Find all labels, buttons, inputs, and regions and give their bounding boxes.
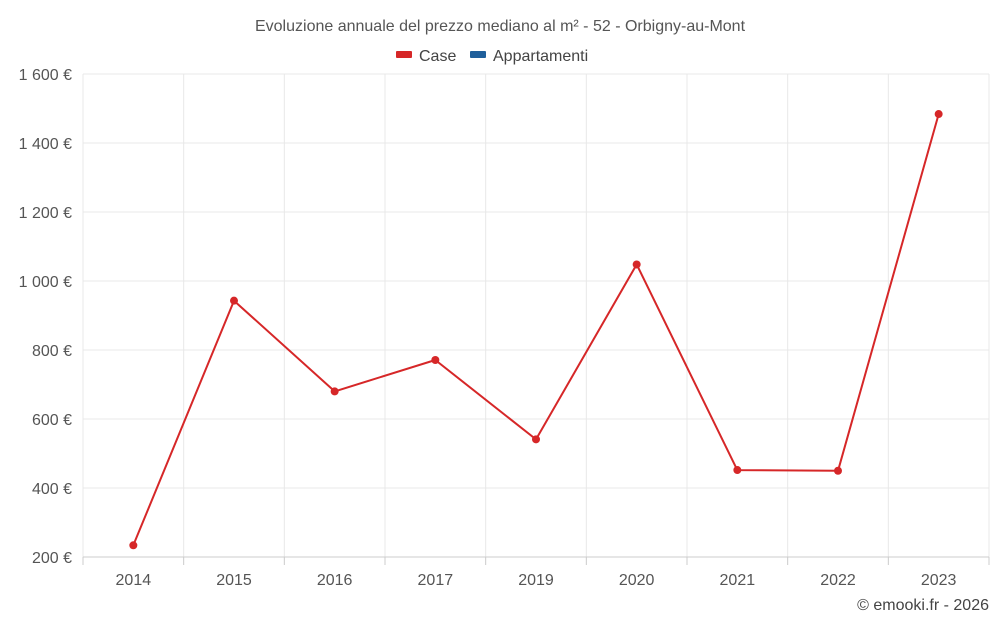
y-tick-label: 1 000 € <box>19 274 72 291</box>
x-tick-label: 2019 <box>518 572 554 589</box>
x-tick-label: 2020 <box>619 572 655 589</box>
y-tick-label: 1 200 € <box>19 205 72 222</box>
data-point-case[interactable] <box>532 435 540 444</box>
x-tick-label: 2015 <box>216 572 252 589</box>
chart-title: Evoluzione annuale del prezzo mediano al… <box>255 18 746 35</box>
y-tick-label: 200 € <box>32 550 72 567</box>
legend-item-appartamenti[interactable]: Appartamenti <box>470 48 588 65</box>
y-tick-label: 600 € <box>32 412 72 429</box>
series-line-case <box>132 113 940 546</box>
legend-swatch-case <box>396 51 412 58</box>
legend-label-appartamenti: Appartamenti <box>493 48 588 65</box>
legend: Case Appartamenti <box>396 48 588 65</box>
data-point-case[interactable] <box>129 541 138 550</box>
data-point-case[interactable] <box>632 260 641 269</box>
x-tick-label: 2023 <box>921 572 957 589</box>
x-tick-label: 2014 <box>116 572 152 589</box>
data-point-case[interactable] <box>934 110 943 119</box>
y-axis: 200 € 400 € 600 € 800 € 1 000 € 1 200 € 1 400 … <box>19 67 72 567</box>
y-tick-label: 400 € <box>32 481 72 498</box>
y-tick-label: 800 € <box>32 343 72 360</box>
data-point-case[interactable] <box>330 387 339 396</box>
data-point-case[interactable] <box>230 296 238 305</box>
x-axis: 2014 2015 2016 2017 2019 2020 2021 2022 2023 <box>82 556 990 589</box>
y-tick-label: 1 600 € <box>19 67 72 84</box>
x-tick-label: 2022 <box>820 572 856 589</box>
x-tick-label: 2021 <box>720 572 756 589</box>
x-tick-label: 2016 <box>317 572 353 589</box>
legend-item-case[interactable]: Case <box>396 48 456 65</box>
data-point-case[interactable] <box>733 466 742 475</box>
data-point-case[interactable] <box>834 466 842 475</box>
legend-label-case: Case <box>419 48 456 65</box>
y-tick-label: 1 400 € <box>19 136 72 153</box>
credit-text: © emooki.fr - 2026 <box>857 597 989 614</box>
grid <box>82 73 990 557</box>
data-point-case[interactable] <box>431 356 440 365</box>
series-case <box>129 110 943 550</box>
x-tick-label: 2017 <box>418 572 454 589</box>
legend-swatch-appartamenti <box>470 51 486 58</box>
